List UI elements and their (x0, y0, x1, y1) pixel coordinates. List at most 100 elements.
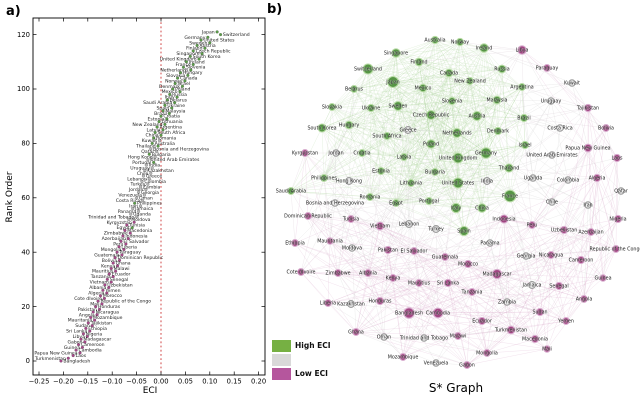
network-node (504, 163, 514, 173)
svg-text:Hong Kong: Hong Kong (128, 155, 153, 161)
network-node-label: El Salvador (401, 249, 428, 255)
svg-text:Norway: Norway (165, 78, 183, 84)
network-node-label: Laos (611, 156, 623, 162)
network-node (483, 349, 491, 357)
country-point: Zambia (138, 184, 161, 190)
country-point: Ethiopia (84, 326, 107, 332)
network-node (472, 111, 482, 121)
network-node (548, 198, 556, 206)
country-point: Honduras (94, 304, 121, 310)
network-node-label: Senegal (549, 284, 568, 290)
country-point: Republic of the Congo (96, 299, 151, 305)
country-point: South Korea (188, 54, 221, 60)
country-point: Hungary (178, 70, 203, 76)
country-point: Philippines (133, 201, 162, 207)
svg-text:Kyrgyzstan: Kyrgyzstan (107, 220, 132, 226)
network-node (602, 124, 610, 132)
svg-text:Greece: Greece (146, 174, 163, 180)
network-node (426, 110, 436, 120)
network-node-label: Greece (399, 128, 416, 134)
svg-text:Belarus: Belarus (170, 97, 188, 103)
svg-text:Netherlands: Netherlands (160, 67, 189, 73)
network-node-label: Hungary (339, 123, 360, 129)
country-point: Greece (141, 174, 163, 180)
network-node-label: Cameroon (569, 258, 594, 264)
country-point: Israel (173, 81, 190, 87)
country-point: Albania (89, 285, 111, 291)
svg-text:Mauritania: Mauritania (68, 318, 93, 324)
network-node-label: Uganda (524, 176, 543, 182)
svg-text:China: China (145, 133, 158, 139)
svg-text:Zambia: Zambia (143, 184, 161, 190)
svg-text:Russia: Russia (172, 92, 187, 98)
network-node (366, 103, 376, 113)
svg-text:Thailand: Thailand (135, 144, 156, 150)
network-node-label: Kuwait (564, 81, 580, 87)
svg-text:Macedonia: Macedonia (127, 228, 152, 234)
country-point: Nigeria (81, 331, 103, 337)
network-node-label: Austria (469, 114, 486, 120)
network-node-label: Iran (583, 203, 592, 209)
svg-text:80: 80 (21, 140, 30, 148)
svg-text:Colombia: Colombia (144, 179, 166, 185)
network-node (432, 225, 440, 233)
network-node-label: Algeria (589, 176, 606, 182)
network-node (528, 281, 536, 289)
network-node-label: Zimbabwe (325, 271, 350, 277)
network-node (499, 214, 509, 224)
network-node-label: Uruguay (541, 99, 562, 105)
country-point: Switzerland (219, 32, 250, 38)
network-node-label: Malawi (450, 334, 467, 340)
network-node-label: Sri Lanka (437, 281, 459, 287)
network-node (347, 215, 355, 223)
network-node-label: Lebanon (399, 222, 420, 228)
network-node-label: Costa Rica (547, 126, 572, 132)
network-node (317, 123, 327, 133)
country-point: Latvia (147, 127, 165, 133)
y-axis-label: Rank Order (5, 171, 15, 222)
network-node (320, 174, 328, 182)
country-point: Ukraine (163, 103, 185, 109)
network-node-label: Germany (475, 151, 497, 157)
network-node-label: Mauritius (408, 281, 431, 287)
network-node-label: Slovenia (442, 99, 462, 105)
network-node (556, 124, 564, 132)
network-node (450, 202, 462, 214)
country-point: Angola (79, 312, 99, 318)
network-node-label: Poland (423, 142, 439, 148)
rank-order-eci-plot: −0.25 −0.20 −0.15 −0.10 −0.05 0.00 0.05 0.10 0.1… (5, 17, 266, 396)
country-point: Mali (90, 301, 104, 307)
network-node (393, 101, 403, 111)
network-node (410, 247, 418, 255)
network-node-label: Tanzania (461, 290, 483, 296)
country-point: Sweden (189, 40, 212, 46)
country-point: Uganda (129, 212, 151, 218)
svg-text:Turkey: Turkey (129, 182, 145, 188)
svg-text:Kenya: Kenya (101, 263, 115, 269)
svg-text:Nigeria: Nigeria (86, 331, 103, 337)
network-node (612, 153, 622, 163)
country-point: Finland (186, 46, 207, 52)
network-node-label: New Zealand (454, 79, 486, 85)
network-node (334, 269, 342, 277)
svg-text:Denmark: Denmark (159, 84, 180, 90)
country-point: Ireland (184, 59, 205, 65)
network-node-label: Canada (440, 71, 458, 77)
network-title: S* Graph (429, 381, 483, 395)
network-node (503, 189, 517, 203)
country-point: Pakistan (78, 307, 102, 313)
country-point: Turkey (129, 182, 150, 188)
svg-text:Turkmenistan: Turkmenistan (34, 356, 66, 362)
country-point: Papua New Guinea (34, 350, 82, 356)
network-node (587, 228, 595, 236)
country-point: Guatemala (94, 252, 124, 258)
network-node (452, 152, 464, 164)
country-point: Mongolia (101, 247, 126, 253)
network-node-label: Indonesia (492, 217, 515, 223)
network-node (383, 245, 393, 255)
country-point: Peru (113, 242, 128, 248)
country-point: Zimbabwe (104, 231, 132, 237)
svg-text:Chile: Chile (137, 171, 149, 177)
network-node (506, 325, 516, 335)
network-node-label: Argentina (510, 85, 533, 91)
